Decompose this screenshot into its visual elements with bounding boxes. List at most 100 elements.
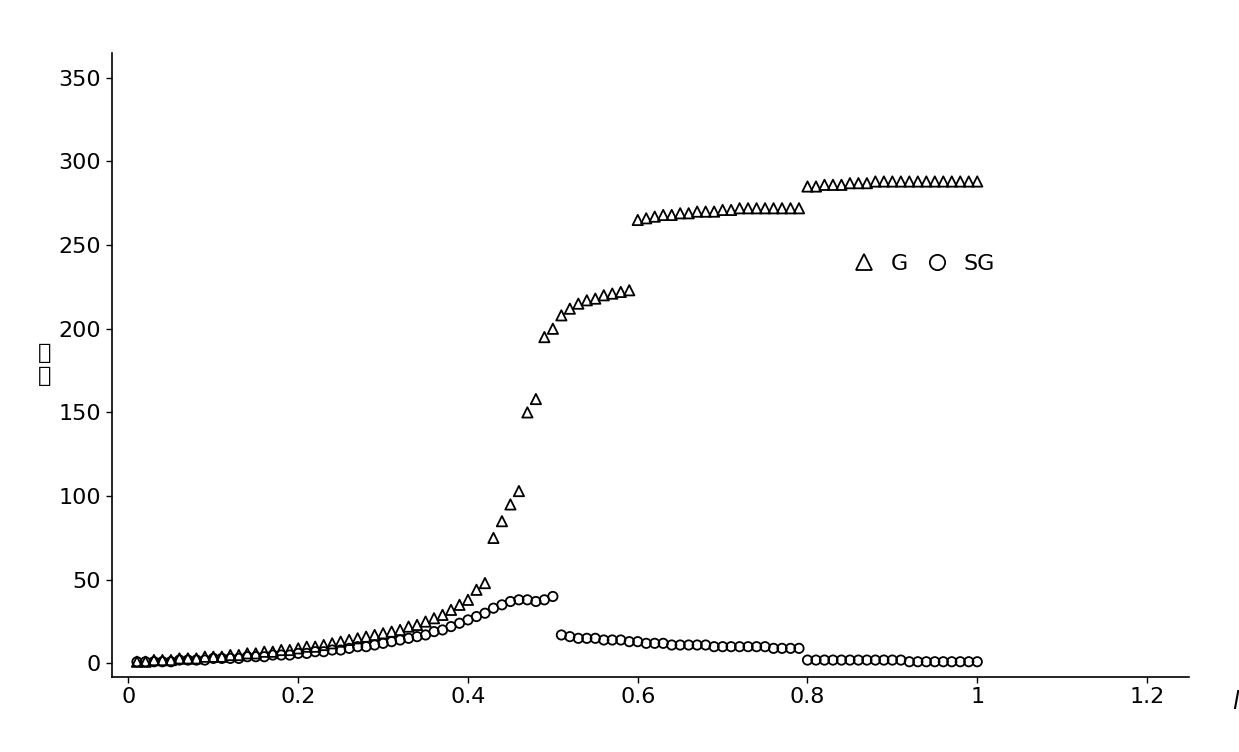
Point bbox=[483, 602, 503, 614]
Point bbox=[602, 287, 622, 299]
Point bbox=[653, 209, 673, 221]
Point bbox=[712, 204, 732, 216]
Point bbox=[297, 647, 317, 660]
Point bbox=[696, 205, 716, 217]
Point bbox=[814, 179, 834, 191]
Point bbox=[458, 614, 478, 626]
Point bbox=[807, 180, 826, 193]
Point bbox=[866, 654, 886, 666]
Point bbox=[798, 180, 818, 193]
Point bbox=[917, 656, 937, 668]
Point bbox=[593, 290, 613, 302]
Point bbox=[238, 647, 258, 660]
Point bbox=[492, 515, 512, 527]
Point bbox=[492, 599, 512, 611]
Point bbox=[585, 293, 605, 305]
Point bbox=[747, 641, 767, 653]
Point bbox=[518, 594, 538, 606]
Point bbox=[866, 175, 886, 187]
Point bbox=[577, 632, 597, 644]
Point bbox=[772, 202, 792, 214]
Point bbox=[679, 208, 699, 220]
Point bbox=[933, 175, 953, 187]
Point bbox=[339, 642, 359, 654]
Point bbox=[170, 653, 190, 665]
Point bbox=[305, 646, 325, 658]
Point bbox=[637, 212, 657, 224]
Point bbox=[560, 631, 580, 643]
Point bbox=[289, 642, 309, 654]
Point bbox=[763, 642, 783, 654]
Point bbox=[144, 656, 164, 668]
Point bbox=[518, 406, 538, 418]
Point bbox=[415, 629, 435, 641]
Point bbox=[637, 637, 657, 649]
Point bbox=[704, 205, 724, 217]
Point bbox=[950, 656, 970, 668]
Point bbox=[620, 635, 639, 647]
Point bbox=[450, 599, 470, 611]
Point bbox=[628, 214, 648, 226]
Point bbox=[399, 620, 419, 632]
Point bbox=[313, 639, 333, 651]
Point bbox=[450, 617, 470, 629]
Point bbox=[730, 202, 750, 214]
Point bbox=[807, 654, 826, 666]
Point bbox=[704, 641, 724, 653]
Point bbox=[593, 634, 613, 646]
Point bbox=[280, 649, 300, 661]
Point bbox=[152, 656, 172, 668]
Point bbox=[611, 634, 631, 646]
Y-axis label: 规
模: 规 模 bbox=[38, 343, 51, 387]
Point bbox=[959, 175, 979, 187]
Point bbox=[238, 650, 258, 663]
Point bbox=[467, 611, 487, 623]
Point bbox=[339, 634, 359, 646]
Point bbox=[322, 644, 342, 656]
Point bbox=[679, 639, 699, 651]
Point bbox=[221, 653, 240, 665]
Point bbox=[331, 635, 351, 647]
Point bbox=[534, 331, 554, 343]
Point bbox=[696, 639, 716, 651]
Point bbox=[662, 639, 681, 651]
Point bbox=[569, 298, 589, 310]
Point bbox=[611, 286, 631, 298]
Point bbox=[755, 641, 774, 653]
Point bbox=[501, 499, 520, 511]
Point bbox=[831, 654, 851, 666]
Point bbox=[781, 642, 800, 654]
Point bbox=[313, 646, 333, 658]
Point bbox=[527, 596, 546, 608]
Point bbox=[942, 656, 961, 668]
Point bbox=[271, 649, 291, 661]
Point bbox=[331, 644, 351, 656]
Point bbox=[399, 632, 419, 644]
Point bbox=[917, 175, 937, 187]
Point bbox=[721, 641, 741, 653]
Point bbox=[390, 634, 410, 646]
Point bbox=[348, 641, 368, 653]
Point bbox=[245, 650, 265, 663]
Point bbox=[781, 202, 800, 214]
Point bbox=[763, 202, 783, 214]
Point bbox=[534, 594, 554, 606]
Point bbox=[857, 654, 877, 666]
Point bbox=[924, 175, 944, 187]
Point bbox=[662, 209, 681, 221]
Point bbox=[441, 620, 461, 632]
Point bbox=[602, 634, 622, 646]
Point bbox=[128, 656, 147, 668]
Point bbox=[408, 619, 427, 631]
Point bbox=[772, 642, 792, 654]
Point bbox=[271, 644, 291, 656]
Point bbox=[670, 639, 690, 651]
Point bbox=[373, 627, 393, 639]
Point bbox=[263, 649, 282, 661]
Point bbox=[551, 629, 571, 641]
Point bbox=[475, 577, 494, 589]
Point bbox=[408, 631, 427, 643]
Point bbox=[254, 650, 274, 663]
Point bbox=[390, 624, 410, 636]
Point bbox=[959, 656, 979, 668]
